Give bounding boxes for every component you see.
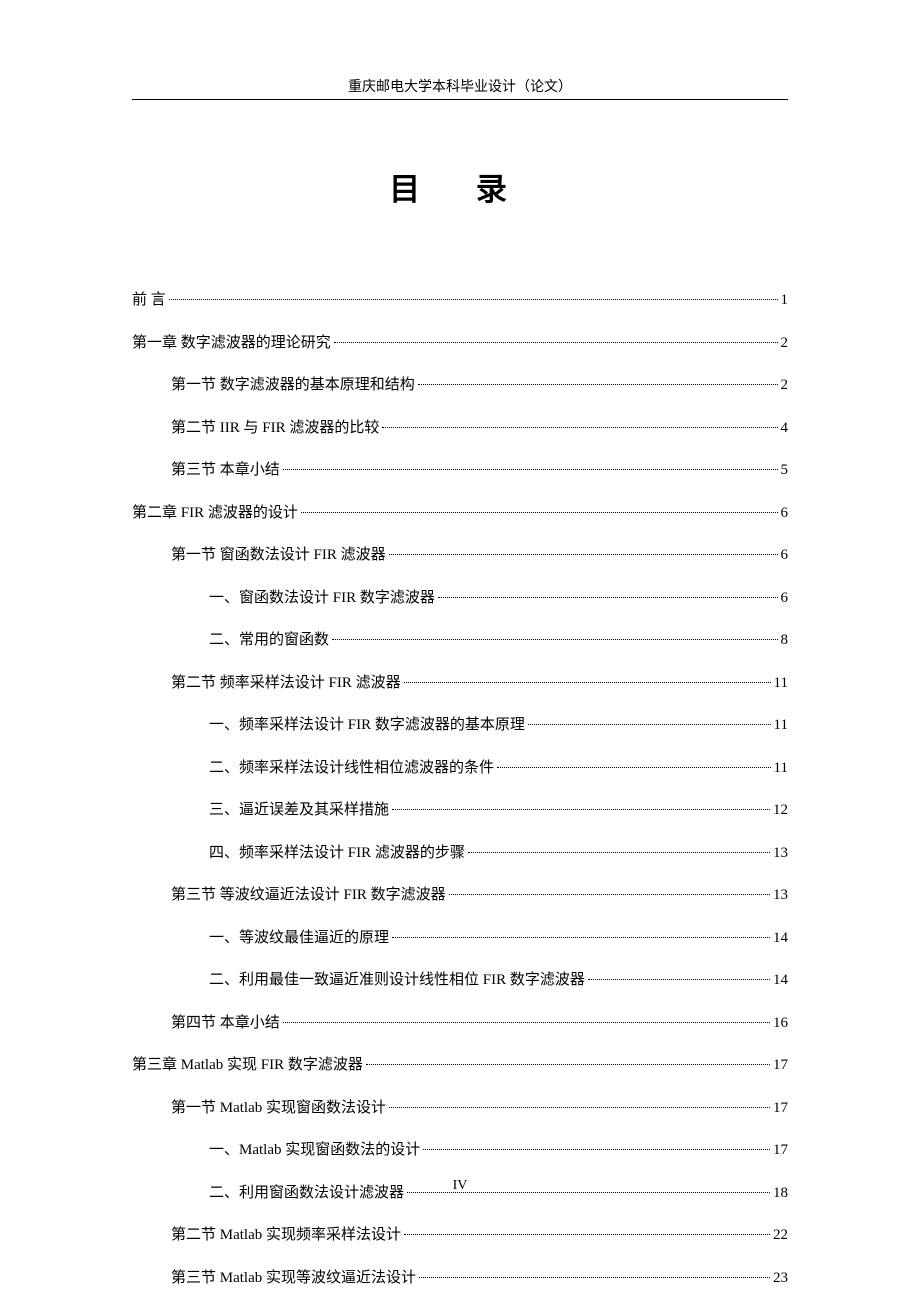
toc-entry-page: 22 bbox=[773, 1224, 788, 1247]
toc-entry-label: 二、频率采样法设计线性相位滤波器的条件 bbox=[209, 757, 494, 780]
toc-list: 前 言 1 第一章 数字滤波器的理论研究 2 第一节 数字滤波器的基本原理和结构 2 第二节… bbox=[132, 289, 788, 1289]
toc-leader-dots bbox=[497, 767, 771, 768]
toc-entry: 一、Matlab 实现窗函数法的设计 17 bbox=[132, 1139, 788, 1162]
toc-leader-dots bbox=[366, 1064, 770, 1065]
toc-entry-label: 一、Matlab 实现窗函数法的设计 bbox=[209, 1139, 420, 1162]
toc-entry-label: 二、常用的窗函数 bbox=[209, 629, 329, 652]
toc-entry-label: 第一节 Matlab 实现窗函数法设计 bbox=[171, 1097, 386, 1120]
toc-entry-label: 第一节 数字滤波器的基本原理和结构 bbox=[171, 374, 415, 397]
toc-entry-label: 三、逼近误差及其采样措施 bbox=[209, 799, 389, 822]
toc-leader-dots bbox=[389, 1107, 770, 1108]
toc-leader-dots bbox=[588, 979, 770, 980]
toc-leader-dots bbox=[283, 469, 778, 470]
toc-entry-label: 前 言 bbox=[132, 289, 166, 312]
toc-entry-label: 第三章 Matlab 实现 FIR 数字滤波器 bbox=[132, 1054, 363, 1077]
toc-entry-label: 第三节 等波纹逼近法设计 FIR 数字滤波器 bbox=[171, 884, 446, 907]
toc-entry: 三、逼近误差及其采样措施 12 bbox=[132, 799, 788, 822]
toc-entry: 第二节 Matlab 实现频率采样法设计 22 bbox=[132, 1224, 788, 1247]
toc-entry-label: 第三节 本章小结 bbox=[171, 459, 280, 482]
toc-entry: 第一节 窗函数法设计 FIR 滤波器 6 bbox=[132, 544, 788, 567]
toc-leader-dots bbox=[404, 1234, 770, 1235]
toc-leader-dots bbox=[301, 512, 778, 513]
toc-leader-dots bbox=[169, 299, 778, 300]
toc-entry: 第二章 FIR 滤波器的设计 6 bbox=[132, 502, 788, 525]
toc-entry-label: 第一章 数字滤波器的理论研究 bbox=[132, 332, 331, 355]
toc-entry-page: 13 bbox=[773, 884, 788, 907]
toc-entry: 前 言 1 bbox=[132, 289, 788, 312]
toc-entry-label: 第二节 频率采样法设计 FIR 滤波器 bbox=[171, 672, 401, 695]
toc-entry-page: 17 bbox=[773, 1139, 788, 1162]
toc-leader-dots bbox=[468, 852, 770, 853]
toc-leader-dots bbox=[382, 427, 777, 428]
toc-entry-page: 11 bbox=[774, 757, 788, 780]
toc-entry: 一、等波纹最佳逼近的原理 14 bbox=[132, 927, 788, 950]
toc-entry: 第三节 本章小结 5 bbox=[132, 459, 788, 482]
toc-entry-page: 2 bbox=[781, 374, 789, 397]
toc-entry-page: 6 bbox=[781, 587, 789, 610]
toc-entry-page: 5 bbox=[781, 459, 789, 482]
toc-leader-dots bbox=[418, 384, 778, 385]
toc-entry-page: 16 bbox=[773, 1012, 788, 1035]
header-underline bbox=[132, 99, 788, 100]
toc-entry-page: 11 bbox=[774, 672, 788, 695]
toc-entry-page: 13 bbox=[773, 842, 788, 865]
toc-entry: 第三节 Matlab 实现等波纹逼近法设计 23 bbox=[132, 1267, 788, 1290]
toc-entry-page: 14 bbox=[773, 927, 788, 950]
toc-leader-dots bbox=[283, 1022, 770, 1023]
toc-entry-label: 第一节 窗函数法设计 FIR 滤波器 bbox=[171, 544, 386, 567]
toc-leader-dots bbox=[438, 597, 778, 598]
toc-entry: 一、窗函数法设计 FIR 数字滤波器 6 bbox=[132, 587, 788, 610]
toc-entry-label: 一、等波纹最佳逼近的原理 bbox=[209, 927, 389, 950]
toc-entry: 第四节 本章小结 16 bbox=[132, 1012, 788, 1035]
toc-entry: 二、利用最佳一致逼近准则设计线性相位 FIR 数字滤波器 14 bbox=[132, 969, 788, 992]
toc-entry: 一、频率采样法设计 FIR 数字滤波器的基本原理 11 bbox=[132, 714, 788, 737]
toc-entry-page: 17 bbox=[773, 1097, 788, 1120]
toc-entry-label: 第二章 FIR 滤波器的设计 bbox=[132, 502, 298, 525]
toc-entry-page: 4 bbox=[781, 417, 789, 440]
toc-entry: 第一章 数字滤波器的理论研究 2 bbox=[132, 332, 788, 355]
toc-entry: 第一节 Matlab 实现窗函数法设计 17 bbox=[132, 1097, 788, 1120]
toc-entry-label: 一、窗函数法设计 FIR 数字滤波器 bbox=[209, 587, 435, 610]
toc-entry-page: 6 bbox=[781, 544, 789, 567]
toc-entry-page: 2 bbox=[781, 332, 789, 355]
toc-entry: 二、频率采样法设计线性相位滤波器的条件 11 bbox=[132, 757, 788, 780]
toc-entry: 第一节 数字滤波器的基本原理和结构 2 bbox=[132, 374, 788, 397]
page-header: 重庆邮电大学本科毕业设计（论文） bbox=[132, 76, 788, 104]
toc-leader-dots bbox=[389, 554, 778, 555]
toc-entry-page: 12 bbox=[773, 799, 788, 822]
toc-leader-dots bbox=[449, 894, 770, 895]
toc-entry-label: 四、频率采样法设计 FIR 滤波器的步骤 bbox=[209, 842, 465, 865]
toc-entry-page: 6 bbox=[781, 502, 789, 525]
toc-entry: 四、频率采样法设计 FIR 滤波器的步骤 13 bbox=[132, 842, 788, 865]
toc-leader-dots bbox=[528, 724, 771, 725]
toc-leader-dots bbox=[392, 937, 770, 938]
toc-entry-label: 二、利用最佳一致逼近准则设计线性相位 FIR 数字滤波器 bbox=[209, 969, 585, 992]
toc-entry-page: 11 bbox=[774, 714, 788, 737]
toc-entry-label: 第四节 本章小结 bbox=[171, 1012, 280, 1035]
toc-leader-dots bbox=[332, 639, 777, 640]
toc-leader-dots bbox=[419, 1277, 770, 1278]
toc-entry-page: 17 bbox=[773, 1054, 788, 1077]
toc-entry-page: 8 bbox=[781, 629, 789, 652]
toc-leader-dots bbox=[334, 342, 778, 343]
header-text: 重庆邮电大学本科毕业设计（论文） bbox=[132, 76, 788, 96]
toc-entry: 第二节 IIR 与 FIR 滤波器的比较 4 bbox=[132, 417, 788, 440]
toc-entry: 二、常用的窗函数 8 bbox=[132, 629, 788, 652]
toc-leader-dots bbox=[404, 682, 771, 683]
toc-entry-page: 23 bbox=[773, 1267, 788, 1290]
toc-entry-label: 第二节 Matlab 实现频率采样法设计 bbox=[171, 1224, 401, 1247]
toc-leader-dots bbox=[392, 809, 770, 810]
toc-title: 目 录 bbox=[132, 164, 788, 209]
toc-entry-page: 1 bbox=[781, 289, 789, 312]
toc-entry-label: 第二节 IIR 与 FIR 滤波器的比较 bbox=[171, 417, 379, 440]
toc-entry: 第二节 频率采样法设计 FIR 滤波器 11 bbox=[132, 672, 788, 695]
toc-entry-label: 第三节 Matlab 实现等波纹逼近法设计 bbox=[171, 1267, 416, 1290]
toc-entry: 第三节 等波纹逼近法设计 FIR 数字滤波器 13 bbox=[132, 884, 788, 907]
page-number: IV bbox=[0, 1178, 920, 1194]
toc-entry-page: 14 bbox=[773, 969, 788, 992]
document-page: 重庆邮电大学本科毕业设计（论文） 目 录 前 言 1 第一章 数字滤波器的理论研究 2… bbox=[0, 0, 920, 1302]
toc-entry: 第三章 Matlab 实现 FIR 数字滤波器 17 bbox=[132, 1054, 788, 1077]
toc-leader-dots bbox=[423, 1149, 770, 1150]
toc-entry-label: 一、频率采样法设计 FIR 数字滤波器的基本原理 bbox=[209, 714, 525, 737]
